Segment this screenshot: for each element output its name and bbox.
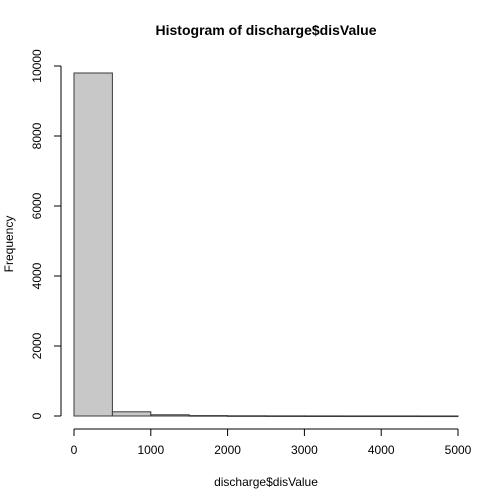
- histogram-bar-2: [150, 414, 190, 417]
- x-tick-label-0: 0: [71, 443, 78, 457]
- histogram-bar-5: [265, 415, 305, 417]
- x-tick-label-2: 2000: [214, 443, 241, 457]
- histogram-bar-9: [419, 415, 459, 418]
- histogram-bar-8: [380, 415, 421, 418]
- histogram-bar-4: [227, 415, 267, 417]
- x-tick-label-5: 5000: [445, 443, 472, 457]
- bars-group: [73, 72, 459, 418]
- x-tick-label-3: 3000: [291, 443, 318, 457]
- y-axis-label: Frequency: [2, 216, 16, 273]
- y-tick-label-4: 8000: [30, 122, 44, 149]
- x-tick-label-1: 1000: [137, 443, 164, 457]
- x-axis-label: discharge$disValue: [214, 475, 318, 489]
- histogram-bar-6: [303, 415, 344, 417]
- histogram-bar-7: [342, 415, 382, 418]
- y-tick-label-5: 10000: [30, 49, 44, 83]
- chart-title: Histogram of discharge$disValue: [156, 22, 377, 38]
- x-tick-label-4: 4000: [368, 443, 395, 457]
- histogram-bar-3: [188, 415, 229, 417]
- y-tick-label-1: 2000: [30, 332, 44, 359]
- histogram-bar-1: [111, 411, 152, 417]
- x-axis: 0 1000 2000 3000 4000 5000: [71, 428, 472, 457]
- y-axis: 0 2000 4000 6000 8000 10000: [30, 49, 62, 419]
- histogram-bar-0: [73, 72, 113, 417]
- y-tick-label-3: 6000: [30, 192, 44, 219]
- y-tick-label-2: 4000: [30, 262, 44, 289]
- y-tick-label-0: 0: [30, 412, 44, 419]
